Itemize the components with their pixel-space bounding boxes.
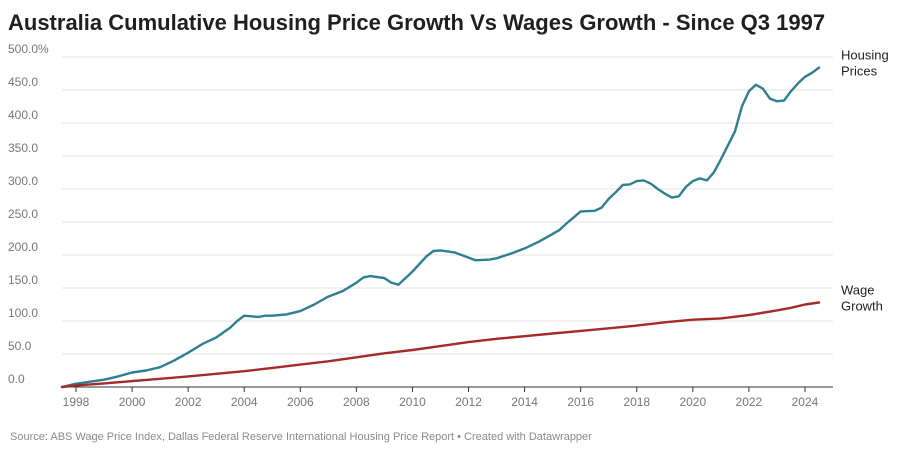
y-tick-label: 350.0 xyxy=(8,141,38,155)
series-label-housing-prices: Prices xyxy=(841,64,878,79)
x-tick-label: 2008 xyxy=(343,395,370,409)
series-line-wage-growth xyxy=(60,301,821,389)
y-tick-label: 0.0 xyxy=(8,372,25,386)
x-tick-label: 2006 xyxy=(287,395,314,409)
x-tick-label: 2004 xyxy=(231,395,258,409)
series-line-housing-prices xyxy=(60,66,821,389)
x-tick-label: 2000 xyxy=(119,395,146,409)
x-tick-label: 2014 xyxy=(511,395,538,409)
x-tick-label: 2020 xyxy=(679,395,706,409)
gridlines xyxy=(62,56,833,355)
series-label-wage-growth: Wage xyxy=(841,283,874,298)
y-tick-label: 50.0 xyxy=(8,339,32,353)
x-tick-label: 2016 xyxy=(567,395,594,409)
x-tick-label: 2002 xyxy=(175,395,202,409)
x-tick-label: 1998 xyxy=(63,395,90,409)
y-tick-label: 400.0 xyxy=(8,108,38,122)
y-tick-label: 500.0% xyxy=(8,42,49,56)
series-label-housing-prices: Housing xyxy=(841,48,889,63)
series-label-wage-growth: Growth xyxy=(841,299,883,314)
x-tick-label: 2012 xyxy=(455,395,482,409)
x-tick-label: 2010 xyxy=(399,395,426,409)
y-tick-label: 250.0 xyxy=(8,207,38,221)
y-tick-label: 150.0 xyxy=(8,273,38,287)
source-note: Source: ABS Wage Price Index, Dallas Fed… xyxy=(10,431,592,443)
y-tick-label: 300.0 xyxy=(8,174,38,188)
x-tick-label: 2024 xyxy=(792,395,819,409)
y-tick-label: 200.0 xyxy=(8,240,38,254)
chart-title: Australia Cumulative Housing Price Growt… xyxy=(8,10,826,35)
y-tick-label: 100.0 xyxy=(8,306,38,320)
x-tick-label: 2022 xyxy=(736,395,763,409)
axes: 0.0 50.0 100.0 150.0 200.0 250.0 300.0 350.0 400… xyxy=(8,42,833,409)
x-tick-label: 2018 xyxy=(623,395,650,409)
series-lines xyxy=(60,66,821,389)
y-tick-label: 450.0 xyxy=(8,75,38,89)
